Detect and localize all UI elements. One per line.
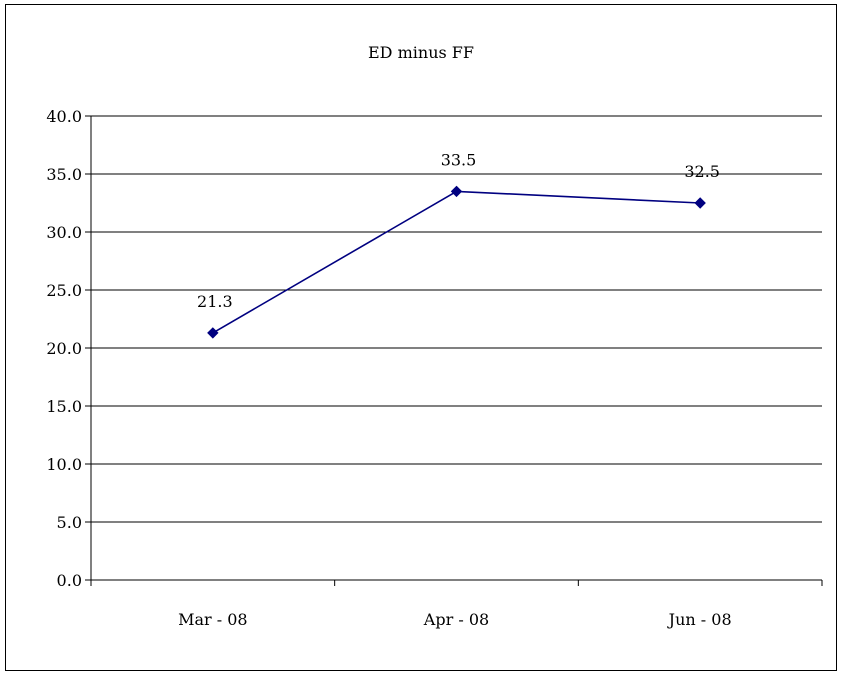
chart-area: ED minus FF xyxy=(5,4,837,671)
series xyxy=(207,185,706,339)
y-tick-label: 35.0 xyxy=(46,165,82,184)
series-line xyxy=(212,190,701,334)
x-tick-label: Apr - 08 xyxy=(423,610,489,629)
data-label: 32.5 xyxy=(684,162,720,181)
y-tick-label: 5.0 xyxy=(57,513,82,532)
labels: 21.3 33.5 32.5 xyxy=(197,150,720,311)
data-point-marker xyxy=(694,197,706,209)
y-tick-label: 40.0 xyxy=(46,107,82,126)
y-tick-label: 30.0 xyxy=(46,223,82,242)
y-tick-label: 25.0 xyxy=(46,281,82,300)
data-point-marker xyxy=(450,185,463,198)
y-tick-label: 10.0 xyxy=(46,455,82,474)
axes: 0.0 5.0 10.0 15.0 20.0 25.0 30.0 35.0 40.0 Mar - … xyxy=(46,107,823,629)
y-tick-label: 15.0 xyxy=(46,397,82,416)
data-label: 33.5 xyxy=(441,150,477,169)
y-tick-label: 20.0 xyxy=(46,339,82,358)
data-label: 21.3 xyxy=(197,292,233,311)
y-tick-label: 0.0 xyxy=(57,571,82,590)
data-point-marker xyxy=(207,327,219,339)
chart-title: ED minus FF xyxy=(368,43,474,62)
x-tick-label: Jun - 08 xyxy=(667,610,732,629)
x-tick-label: Mar - 08 xyxy=(178,610,248,629)
gridlines xyxy=(91,115,822,523)
